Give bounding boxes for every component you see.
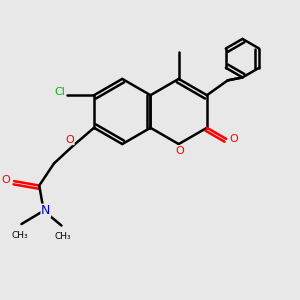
Text: CH₃: CH₃ [55, 232, 71, 241]
Text: O: O [2, 175, 10, 184]
Text: CH₃: CH₃ [12, 231, 28, 240]
Text: O: O [229, 134, 238, 144]
Text: Cl: Cl [55, 87, 65, 97]
Text: O: O [176, 146, 184, 156]
Text: O: O [65, 135, 74, 145]
Text: N: N [41, 204, 50, 217]
